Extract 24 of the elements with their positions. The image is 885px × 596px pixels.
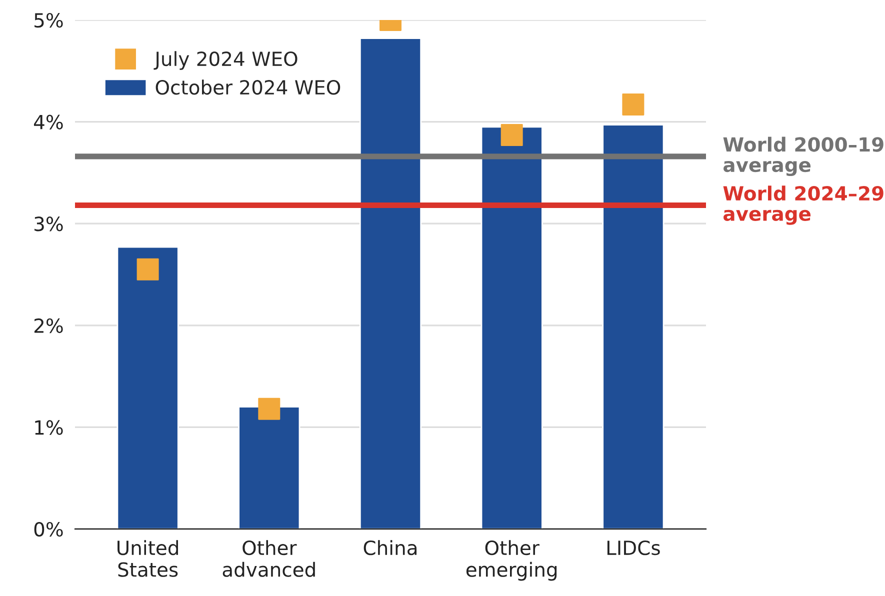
ref-line-label: World 2000–19 average <box>723 136 884 176</box>
ref-line-label: World 2024–29 average <box>723 186 884 225</box>
y-tick-label: 2% <box>34 318 63 334</box>
bar <box>359 38 422 529</box>
bar <box>116 246 179 529</box>
bar <box>238 406 300 529</box>
y-tick-label: 1% <box>35 420 63 435</box>
x-tick-label: China <box>364 540 417 556</box>
y-tick-label: 3% <box>34 216 63 232</box>
point <box>136 258 159 280</box>
legend-label: July 2024 WEO <box>154 51 298 70</box>
x-tick-label: Other advanced <box>222 540 315 577</box>
point <box>622 94 644 116</box>
bar <box>602 124 664 529</box>
y-tick-label: 0% <box>34 522 63 537</box>
x-tick-label: Other emerging <box>466 540 557 581</box>
y-tick-label: 4% <box>34 114 63 130</box>
y-tick-label: 5% <box>34 12 63 28</box>
x-tick-label: United States <box>118 540 178 577</box>
point <box>500 124 523 146</box>
x-tick-label: LIDCs <box>607 540 660 556</box>
point <box>258 398 280 420</box>
legend-label: October 2024 WEO <box>156 80 340 95</box>
bar <box>480 126 543 529</box>
